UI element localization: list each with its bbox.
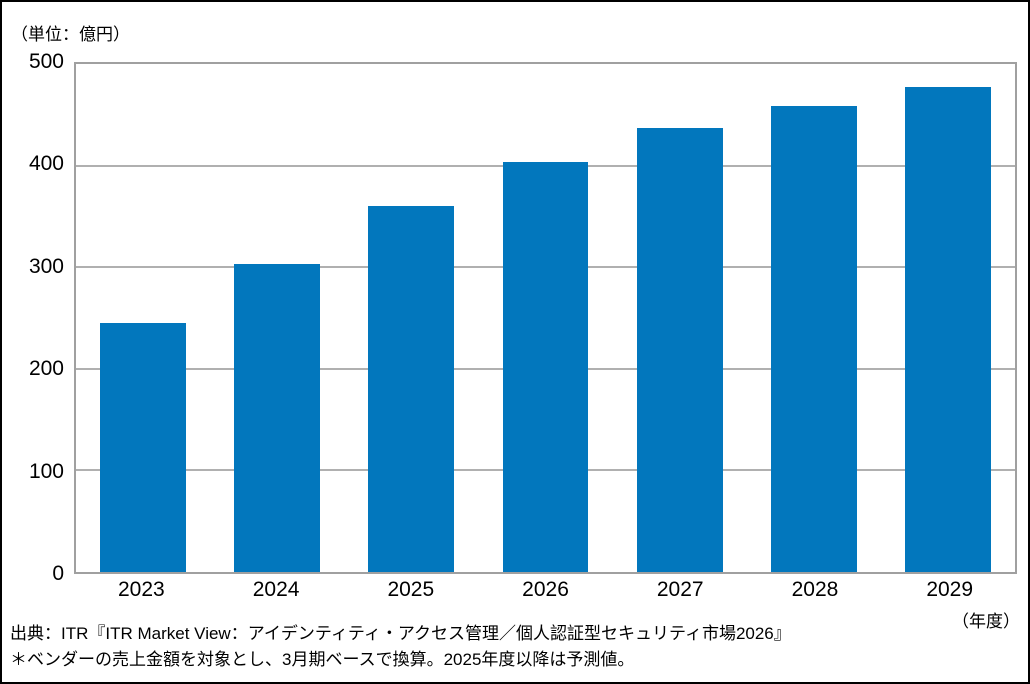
bar-2027 [636,128,723,572]
chart-footnotes: 出典：ITR『ITR Market View：アイデンティティ・アクセス管理／個… [10,621,791,673]
bar-2023 [100,323,186,572]
bar-2025 [368,206,455,572]
x-axis-unit-label: （年度） [952,612,1020,631]
x-tick-label-2029: 2029 [926,578,974,601]
bar-slot-2027 [613,64,747,572]
bar-2026 [502,161,589,572]
bar-slot-2028 [747,64,881,572]
y-axis-unit-label: （単位：億円） [11,25,130,44]
bar-slot-2029 [881,64,1015,572]
y-tick-label-0: 0 [52,562,64,585]
x-tick-label-2026: 2026 [522,578,569,601]
bar-slot-2023 [76,64,210,572]
y-tick-label-100: 100 [28,459,64,483]
note-line: ＊ベンダーの売上金額を対象とし、3月期ベースで換算。2025年度以降は予測値。 [10,650,635,669]
bar-slot-2025 [344,64,478,572]
bar-2028 [770,105,857,572]
y-axis-tick-labels: 0 100 200 300 400 500 [2,50,64,585]
x-tick-label-2027: 2027 [656,578,704,601]
y-tick-label-400: 400 [28,152,64,176]
plot-area [74,62,1017,574]
bar-2024 [234,264,321,572]
y-tick-label-500: 500 [28,50,64,73]
x-tick-label-2024: 2024 [252,578,300,601]
y-tick-label-300: 300 [28,254,64,278]
x-tick-label-2025: 2025 [387,578,435,601]
bar-slot-2026 [478,64,612,572]
bar-2029 [904,87,991,572]
y-tick-label-200: 200 [28,357,64,381]
bar-slot-2024 [210,64,344,572]
x-tick-label-2023: 2023 [118,578,165,601]
bars-container [76,64,1015,572]
x-tick-label-2028: 2028 [791,578,839,601]
x-axis-tick-labels: 2023 2024 2025 2026 2027 2028 2029 [74,578,1017,602]
source-line: 出典：ITR『ITR Market View：アイデンティティ・アクセス管理／個… [10,624,791,643]
